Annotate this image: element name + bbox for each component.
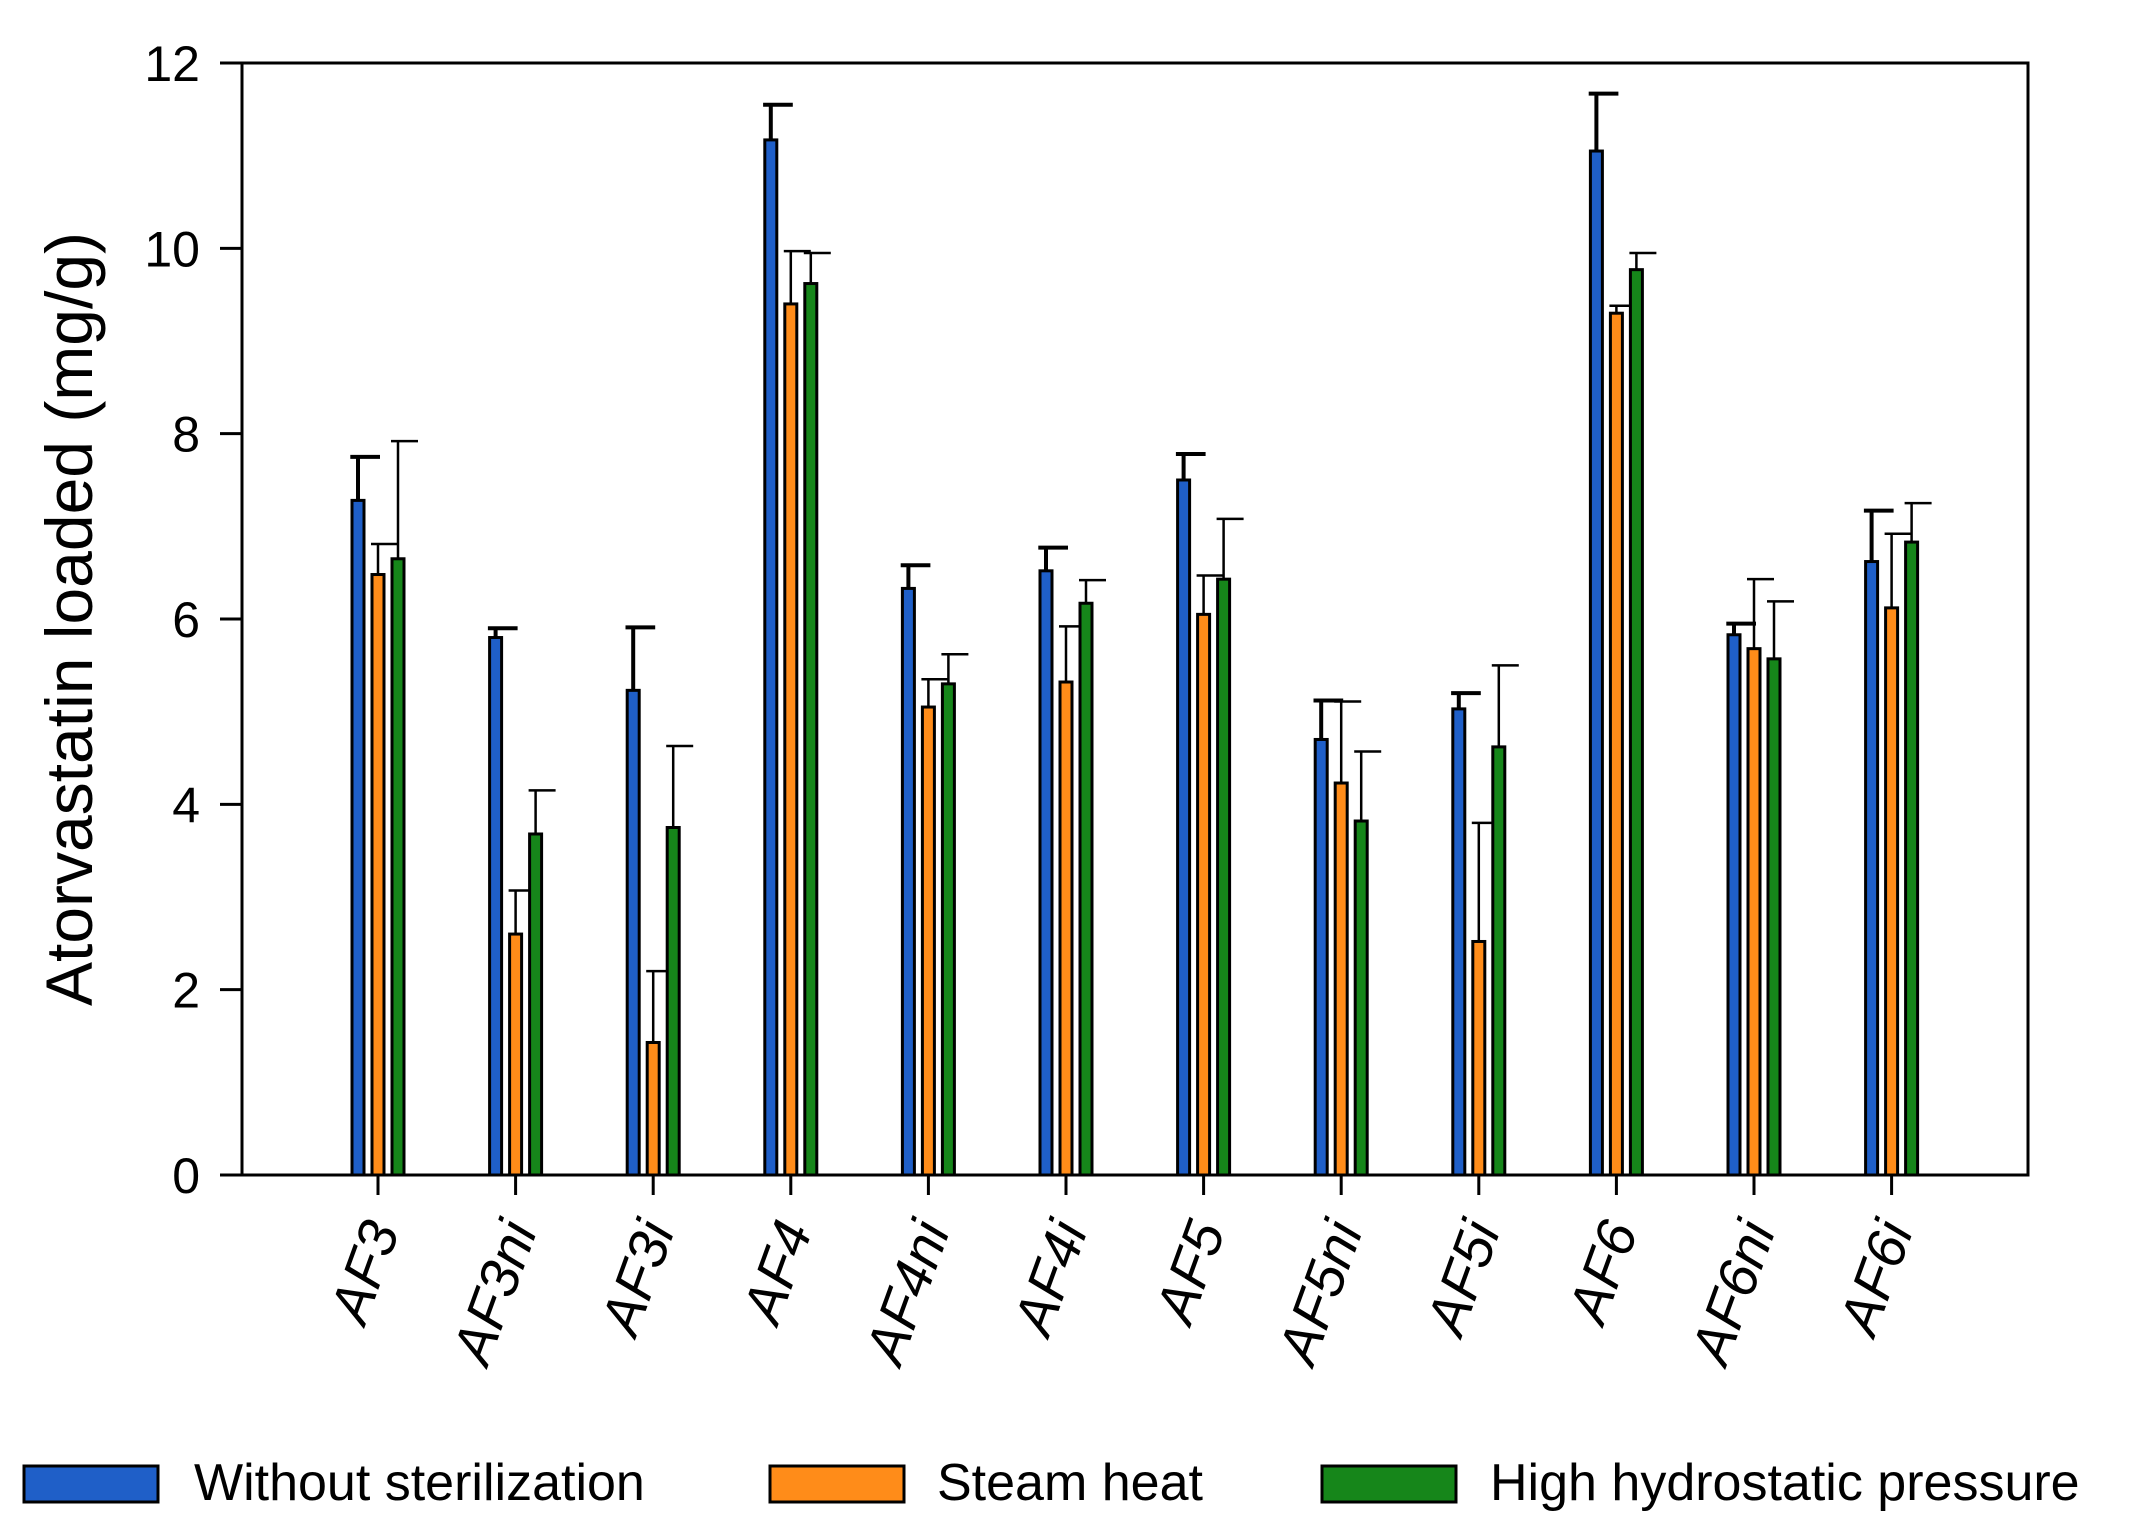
bar: [1078, 601, 1094, 1177]
bar: [900, 586, 916, 1177]
y-tick-label: 6: [172, 592, 200, 648]
bar: [1471, 939, 1487, 1177]
legend-swatch: [768, 1464, 906, 1504]
x-tick-label: AF5: [1142, 1212, 1238, 1334]
legend-swatch: [1320, 1464, 1458, 1504]
y-tick-label: 0: [172, 1148, 200, 1204]
bar: [1628, 268, 1644, 1177]
bar: [1746, 647, 1762, 1177]
x-tick-label: AF6: [1554, 1212, 1650, 1334]
y-tick-label: 2: [172, 963, 200, 1019]
bar: [763, 138, 779, 1177]
bar: [1491, 745, 1507, 1177]
bar: [390, 557, 406, 1177]
x-tick-label: AF3i: [587, 1211, 687, 1345]
bar: [783, 302, 799, 1177]
x-tick-label: AF3: [316, 1213, 411, 1334]
x-tick-label: AF3ni: [439, 1211, 550, 1374]
x-tick-label: AF6i: [1825, 1211, 1925, 1345]
bar: [1038, 569, 1054, 1177]
bar: [1726, 633, 1742, 1177]
x-tick-label: AF5i: [1412, 1211, 1512, 1345]
y-tick-label: 12: [144, 36, 200, 92]
x-tick-label: AF4: [729, 1213, 824, 1334]
bar: [370, 573, 386, 1177]
y-tick-label: 4: [172, 777, 200, 833]
legend: Without sterilization Steam heat High hydr…: [22, 1454, 2080, 1512]
bar: [645, 1040, 661, 1177]
bar: [1196, 612, 1212, 1177]
bar: [1766, 657, 1782, 1177]
y-axis-title: Atorvastatin loaded (mg/g): [32, 232, 106, 1006]
bars-layer: [350, 91, 1932, 1177]
x-tick-label: AF4ni: [851, 1211, 962, 1374]
bar: [508, 932, 524, 1177]
bar: [350, 498, 366, 1177]
y-tick-label: 8: [172, 407, 200, 463]
bar: [1313, 737, 1329, 1177]
bar: [1058, 680, 1074, 1177]
x-tick-label: AF5ni: [1264, 1211, 1375, 1374]
legend-swatch: [22, 1464, 160, 1504]
bar: [803, 282, 819, 1177]
bar: [1608, 311, 1624, 1177]
bar: [528, 832, 544, 1177]
legend-label: Steam heat: [937, 1454, 1203, 1512]
bar: [488, 636, 504, 1177]
bar: [1333, 781, 1349, 1177]
axes-layer: 0 2 4 6 8 10 12 AF3 AF3ni AF3i AF4 AF4ni AF4i AF5 AF5n…: [32, 36, 2030, 1374]
x-tick-label: AF6ni: [1677, 1211, 1788, 1374]
bar: [665, 826, 681, 1177]
x-tick-label: AF4i: [1000, 1211, 1100, 1345]
bar: [1176, 478, 1192, 1177]
bar: [1588, 149, 1604, 1177]
legend-label: Without sterilization: [194, 1454, 645, 1512]
bar: [1864, 560, 1880, 1177]
bar: [940, 682, 956, 1177]
bar: [920, 705, 936, 1177]
bar: [625, 688, 641, 1177]
bar: [1216, 577, 1232, 1177]
legend-label: High hydrostatic pressure: [1490, 1454, 2080, 1512]
bar: [1904, 540, 1920, 1177]
bar: [1353, 819, 1369, 1177]
y-tick-label: 10: [144, 221, 200, 277]
bar: [1884, 606, 1900, 1177]
bar: [1451, 707, 1467, 1177]
